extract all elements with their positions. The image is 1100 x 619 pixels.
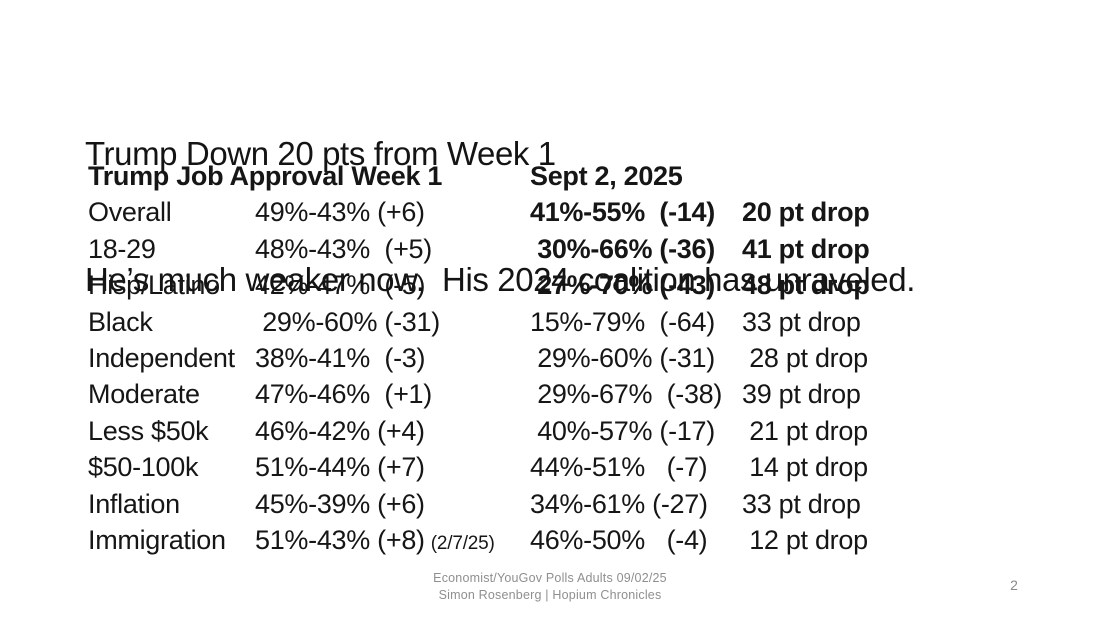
row-sept2-value: 27%-70% (-43) xyxy=(530,270,715,301)
sept2-column-header: Sept 2, 2025 xyxy=(530,161,683,191)
row-drop-value: 21 pt drop xyxy=(742,415,868,446)
week1-column-header: Trump Job Approval Week 1 xyxy=(88,161,443,191)
row-week1-value: 49%-43% (+6) xyxy=(255,197,425,228)
row-label: Black xyxy=(88,306,153,337)
row-poll-date-note: (2/7/25) xyxy=(430,533,495,555)
table-row: Overall 49%-43% (+6) 41%-55% (-14) 20 pt… xyxy=(88,194,870,230)
row-label: Overall xyxy=(88,197,172,228)
row-week1-value: 46%-42% (+4) xyxy=(255,415,425,446)
row-label: Inflation xyxy=(88,488,180,519)
table-row: Immigration 51%-43% (+8) (2/7/25) 46%-50%… xyxy=(88,522,870,562)
row-week1-value: 45%-39% (+6) xyxy=(255,488,425,519)
row-sept2-value: 15%-79% (-64) xyxy=(530,306,715,337)
row-week1-value: 48%-43% (+5) xyxy=(255,233,432,264)
page-number: 2 xyxy=(1010,577,1018,593)
table-row: $50-100k 51%-44% (+7) 44%-51% (-7) 14 pt… xyxy=(88,449,870,485)
title-line-2: He’s much weaker now. His 2024 coalition… xyxy=(85,261,915,298)
row-sept2-value: 41%-55% (-14) xyxy=(530,197,715,228)
row-drop-value: 28 pt drop xyxy=(742,343,868,374)
row-label: 18-29 xyxy=(88,233,156,264)
table-row: Inflation 45%-39% (+6) 34%-61% (-27) 33 … xyxy=(88,486,870,522)
row-week1-value: 29%-60% (-31) xyxy=(255,306,440,337)
row-drop-value: 39 pt drop xyxy=(742,379,861,410)
row-sept2-value: 29%-67% (-38) xyxy=(530,379,723,410)
row-drop-value: 48 pt drop xyxy=(742,270,870,301)
footer-credit: Economist/YouGov Polls Adults 09/02/25 S… xyxy=(0,570,1100,604)
row-week1-value: 42%-47% (-5) xyxy=(255,270,426,301)
title-line-1: Trump Down 20 pts from Week 1 xyxy=(85,135,556,172)
row-label: Less $50k xyxy=(88,415,209,446)
row-sept2-value: 34%-61% (-27) xyxy=(530,488,708,519)
row-drop-value: 14 pt drop xyxy=(742,452,868,483)
footer-line-2: Simon Rosenberg | Hopium Chronicles xyxy=(438,588,662,602)
table-row: Hisp/Latino 42%-47% (-5) 27%-70% (-43) 4… xyxy=(88,267,870,303)
row-week1-value: 38%-41% (-3) xyxy=(255,343,426,374)
row-label: Immigration xyxy=(88,525,226,556)
table-row: Moderate 47%-46% (+1) 29%-67% (-38) 39 p… xyxy=(88,376,870,412)
slide-title: Trump Down 20 pts from Week 1 He’s much … xyxy=(85,49,915,385)
row-drop-value: 41 pt drop xyxy=(742,233,870,264)
row-week1-value: 51%-43% (+8) (2/7/25) xyxy=(255,525,495,556)
row-drop-value: 12 pt drop xyxy=(742,525,868,556)
table-body: Overall 49%-43% (+6) 41%-55% (-14) 20 pt… xyxy=(88,194,870,562)
row-week1-value: 51%-44% (+7) xyxy=(255,452,425,483)
row-drop-value: 20 pt drop xyxy=(742,197,870,228)
row-sept2-value: 30%-66% (-36) xyxy=(530,233,715,264)
row-label: Independent xyxy=(88,343,235,374)
table-row: Less $50k 46%-42% (+4) 40%-57% (-17) 21 … xyxy=(88,413,870,449)
row-label: Hisp/Latino xyxy=(88,270,220,301)
row-sept2-value: 29%-60% (-31) xyxy=(530,343,715,374)
row-week1-value: 47%-46% (+1) xyxy=(255,379,432,410)
row-label: Moderate xyxy=(88,379,200,410)
approval-table: Trump Job Approval Week 1 Sept 2, 2025 O… xyxy=(88,158,870,562)
drop-column-header-empty xyxy=(742,158,870,194)
table-row: Independent 38%-41% (-3) 29%-60% (-31) 2… xyxy=(88,340,870,376)
row-label: $50-100k xyxy=(88,452,199,483)
row-drop-value: 33 pt drop xyxy=(742,306,861,337)
row-sept2-value: 44%-51% (-7) xyxy=(530,452,708,483)
row-sept2-value: 46%-50% (-4) xyxy=(530,525,708,556)
table-row: 18-29 48%-43% (+5) 30%-66% (-36) 41 pt d… xyxy=(88,231,870,267)
table-row: Black 29%-60% (-31) 15%-79% (-64) 33 pt … xyxy=(88,304,870,340)
table-header-row: Trump Job Approval Week 1 Sept 2, 2025 xyxy=(88,158,870,194)
row-sept2-value: 40%-57% (-17) xyxy=(530,415,715,446)
footer-line-1: Economist/YouGov Polls Adults 09/02/25 xyxy=(433,571,667,585)
row-drop-value: 33 pt drop xyxy=(742,488,861,519)
